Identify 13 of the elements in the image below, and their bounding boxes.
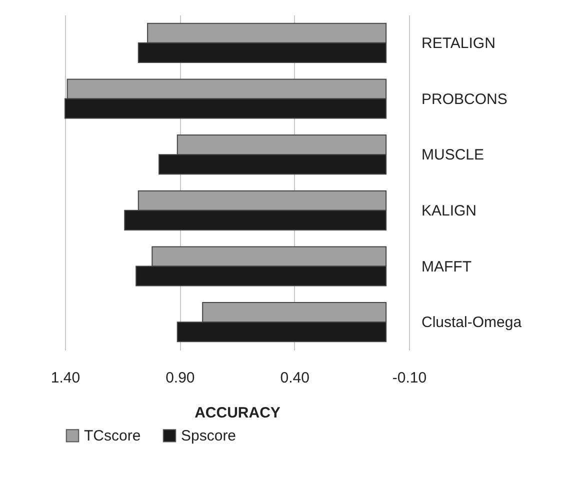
- y-tick-label: MAFFT: [422, 258, 472, 276]
- legend-label: Spscore: [181, 428, 236, 445]
- x-tick-label: -0.10: [392, 370, 427, 386]
- y-tick-label: KALIGN: [422, 202, 477, 220]
- x-tick-label: 1.40: [50, 370, 80, 386]
- x-tick-label: 0.40: [280, 370, 310, 386]
- x-axis-title: ACCURACY: [194, 404, 280, 422]
- y-tick-label: MUSCLE: [422, 146, 484, 164]
- x-tick-label: 0.90: [166, 370, 195, 386]
- y-tick-label: PROBCONS: [422, 90, 508, 108]
- y-tick-label: Clustal-Omega: [422, 314, 522, 332]
- legend-label: TCscore: [84, 428, 141, 445]
- y-tick-label: RETALIGN: [422, 34, 496, 52]
